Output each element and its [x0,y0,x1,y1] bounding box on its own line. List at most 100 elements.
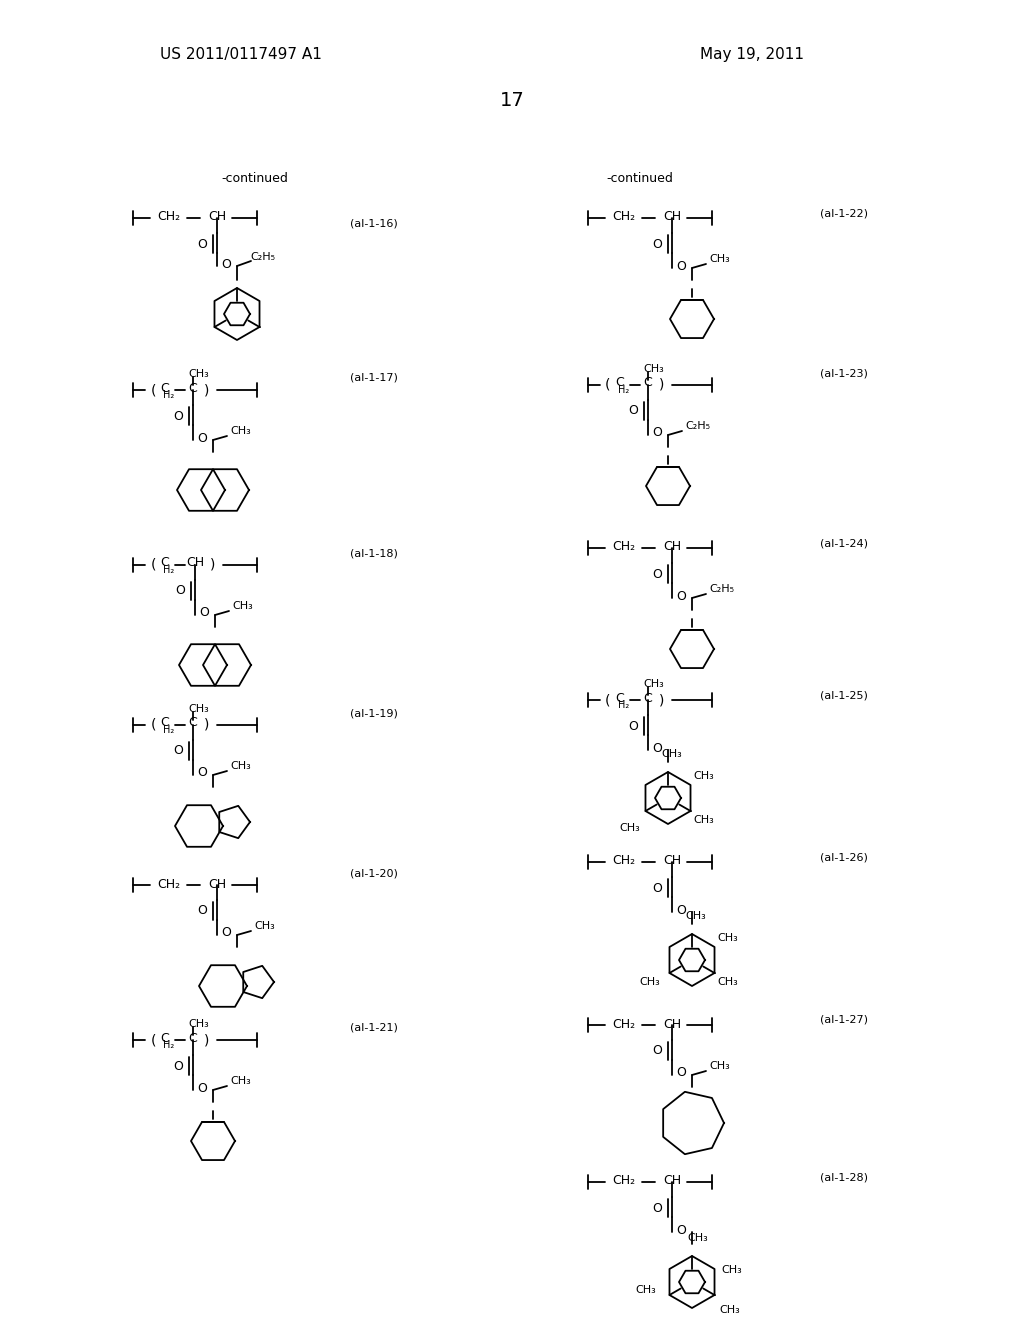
Text: O: O [175,585,185,598]
Text: CH₃: CH₃ [644,364,665,374]
Text: (al-1-20): (al-1-20) [350,869,398,878]
Text: O: O [652,1201,662,1214]
Text: CH₂: CH₂ [612,854,636,867]
Text: (al-1-22): (al-1-22) [820,209,868,218]
Text: ): ) [659,693,665,708]
Text: C: C [188,717,198,730]
Text: O: O [652,238,662,251]
Text: CH₃: CH₃ [644,678,665,689]
Text: O: O [652,568,662,581]
Text: H₂: H₂ [618,700,630,710]
Text: C: C [188,1031,198,1044]
Text: O: O [628,404,638,417]
Text: (al-1-28): (al-1-28) [820,1172,868,1181]
Text: O: O [197,767,207,780]
Text: CH₃: CH₃ [188,704,209,714]
Text: CH₂: CH₂ [612,540,636,553]
Text: O: O [652,742,662,755]
Text: H₂: H₂ [164,725,175,735]
Text: (: ( [151,558,156,572]
Text: CH: CH [663,540,681,553]
Text: ): ) [210,558,216,572]
Text: (al-1-23): (al-1-23) [820,368,868,378]
Text: O: O [676,1067,686,1080]
Text: CH₃: CH₃ [188,370,209,379]
Text: O: O [173,1060,183,1072]
Text: O: O [173,744,183,758]
Text: (al-1-21): (al-1-21) [350,1023,398,1034]
Text: C: C [161,717,169,730]
Text: CH: CH [663,210,681,223]
Text: (al-1-27): (al-1-27) [820,1015,868,1026]
Text: (: ( [605,693,610,708]
Text: 17: 17 [500,91,524,110]
Text: CH: CH [663,1175,681,1188]
Text: -continued: -continued [606,172,674,185]
Text: O: O [197,239,207,252]
Text: C: C [615,376,625,389]
Text: CH₃: CH₃ [255,921,275,931]
Text: (al-1-19): (al-1-19) [350,708,398,718]
Text: O: O [221,257,231,271]
Text: O: O [652,426,662,440]
Text: H₂: H₂ [164,565,175,576]
Text: C₂H₅: C₂H₅ [710,583,734,594]
Text: CH₃: CH₃ [718,977,738,987]
Text: C: C [615,692,625,705]
Text: CH₃: CH₃ [230,1076,251,1086]
Text: (: ( [151,1034,156,1047]
Text: O: O [197,1081,207,1094]
Text: (: ( [605,378,610,392]
Text: CH: CH [208,210,226,223]
Text: ): ) [205,1034,210,1047]
Text: CH₃: CH₃ [693,814,715,825]
Text: CH: CH [186,557,204,569]
Text: CH₃: CH₃ [686,911,707,921]
Text: CH₃: CH₃ [693,771,715,781]
Text: CH₂: CH₂ [612,1175,636,1188]
Text: C: C [161,1031,169,1044]
Text: C₂H₅: C₂H₅ [251,252,275,261]
Text: C: C [161,381,169,395]
Text: (al-1-25): (al-1-25) [820,690,868,700]
Text: CH₃: CH₃ [188,1019,209,1030]
Text: (: ( [151,383,156,397]
Text: CH₃: CH₃ [718,933,738,942]
Text: H₂: H₂ [164,1040,175,1049]
Text: CH₂: CH₂ [612,1018,636,1031]
Text: (al-1-26): (al-1-26) [820,851,868,862]
Text: O: O [676,260,686,272]
Text: CH: CH [663,854,681,867]
Text: CH₃: CH₃ [710,1061,730,1071]
Text: ): ) [659,378,665,392]
Text: (: ( [151,718,156,733]
Text: O: O [676,1224,686,1237]
Text: O: O [652,1044,662,1057]
Text: (al-1-18): (al-1-18) [350,548,398,558]
Text: O: O [221,927,231,940]
Text: O: O [173,409,183,422]
Text: CH₃: CH₃ [722,1265,742,1275]
Text: (al-1-17): (al-1-17) [350,374,398,383]
Text: CH₃: CH₃ [688,1233,709,1243]
Text: O: O [676,590,686,602]
Text: C: C [644,376,652,389]
Text: CH: CH [663,1018,681,1031]
Text: (al-1-16): (al-1-16) [350,218,397,228]
Text: CH₃: CH₃ [640,977,660,987]
Text: CH₃: CH₃ [620,822,640,833]
Text: CH₃: CH₃ [230,762,251,771]
Text: ): ) [205,383,210,397]
Text: O: O [199,606,209,619]
Text: CH₃: CH₃ [662,748,682,759]
Text: CH₂: CH₂ [158,878,180,891]
Text: ): ) [205,718,210,733]
Text: O: O [197,432,207,445]
Text: C: C [644,692,652,705]
Text: CH₃: CH₃ [230,426,251,436]
Text: O: O [628,719,638,733]
Text: O: O [652,882,662,895]
Text: CH₃: CH₃ [720,1305,740,1315]
Text: May 19, 2011: May 19, 2011 [700,48,804,62]
Text: CH₂: CH₂ [158,210,180,223]
